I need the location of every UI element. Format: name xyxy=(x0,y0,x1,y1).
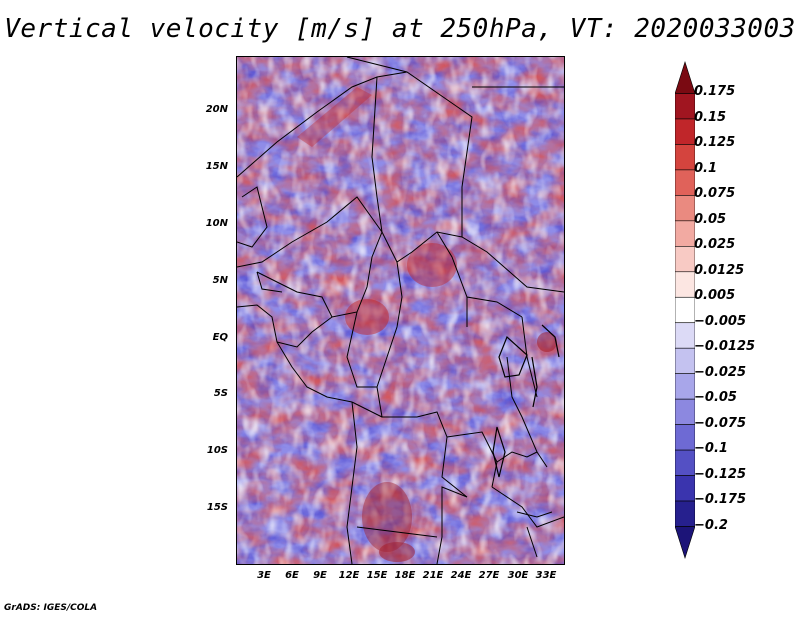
colorbar-label: 0.175 xyxy=(694,84,736,100)
lon-label-3e: 3E xyxy=(257,570,271,581)
lat-label-15n: 15N xyxy=(205,161,228,172)
colorbar-label: 0.15 xyxy=(694,109,727,125)
colorbar-label: −0.0125 xyxy=(694,339,756,355)
chart-title: Vertical velocity [m/s] at 250hPa, VT: 2… xyxy=(4,14,796,44)
lat-label-15s: 15S xyxy=(206,502,228,513)
colorbar-label: −0.2 xyxy=(694,517,728,533)
lon-label-33e: 33E xyxy=(535,570,557,581)
colorbar-segment xyxy=(675,398,695,425)
colorbar-label: 0.005 xyxy=(694,288,736,304)
colorbar-segment xyxy=(675,500,695,527)
colorbar-segment xyxy=(675,322,695,349)
lon-label-12e: 12E xyxy=(338,570,360,581)
lat-label-10s: 10S xyxy=(206,445,228,456)
colorbar-label: 0.05 xyxy=(694,211,727,227)
lat-label-20n: 20N xyxy=(205,104,228,115)
lat-label-5s: 5S xyxy=(213,388,228,399)
colorbar-segment xyxy=(675,526,695,559)
colorbar-segment xyxy=(675,475,695,502)
colorbar-segment xyxy=(675,93,695,120)
colorbar-segment xyxy=(675,144,695,171)
strong-updraft-features xyxy=(297,87,557,562)
lon-label-18e: 18E xyxy=(394,570,416,581)
field-near-zero xyxy=(237,57,564,564)
colorbar-segment xyxy=(675,424,695,451)
colorbar-segment xyxy=(675,169,695,196)
lat-label-eq: EQ xyxy=(212,332,228,343)
lon-label-21e: 21E xyxy=(422,570,444,581)
velocity-field-map xyxy=(237,57,564,564)
lon-label-30e: 30E xyxy=(507,570,529,581)
colorbar-segment xyxy=(675,61,695,94)
lon-label-6e: 6E xyxy=(285,570,299,581)
colorbar-segment xyxy=(675,373,695,400)
colorbar-label: −0.005 xyxy=(694,313,747,329)
colorbar-label: −0.175 xyxy=(694,492,747,508)
colorbar-segment xyxy=(675,220,695,247)
colorbar-label: −0.075 xyxy=(694,415,747,431)
colorbar-segment xyxy=(675,449,695,476)
colorbar-segment xyxy=(675,118,695,145)
colorbar-label: 0.075 xyxy=(694,186,736,202)
lon-label-15e: 15E xyxy=(366,570,388,581)
country-borders xyxy=(237,57,564,564)
footer-credit: GrADS: IGES/COLA xyxy=(4,603,98,613)
lon-label-24e: 24E xyxy=(450,570,472,581)
colorbar-segment xyxy=(675,271,695,298)
colorbar-label: −0.125 xyxy=(694,466,747,482)
colorbar xyxy=(675,61,695,559)
colorbar-segment xyxy=(675,246,695,273)
colorbar-label: −0.1 xyxy=(694,441,728,457)
colorbar-label: 0.025 xyxy=(694,237,736,253)
colorbar-label: 0.1 xyxy=(694,160,718,176)
colorbar-segment xyxy=(675,347,695,374)
colorbar-label: 0.125 xyxy=(694,135,736,151)
colorbar-label: 0.0125 xyxy=(694,262,745,278)
lon-label-9e: 9E xyxy=(313,570,327,581)
lat-label-5n: 5N xyxy=(212,275,228,286)
colorbar-segment xyxy=(675,296,695,324)
lat-label-10n: 10N xyxy=(205,218,228,229)
colorbar-segment xyxy=(675,195,695,222)
map-panel xyxy=(236,56,565,565)
lakes-and-coast xyxy=(492,324,560,478)
lon-label-27e: 27E xyxy=(478,570,500,581)
colorbar-label: −0.025 xyxy=(694,364,747,380)
colorbar-label: −0.05 xyxy=(694,390,737,406)
